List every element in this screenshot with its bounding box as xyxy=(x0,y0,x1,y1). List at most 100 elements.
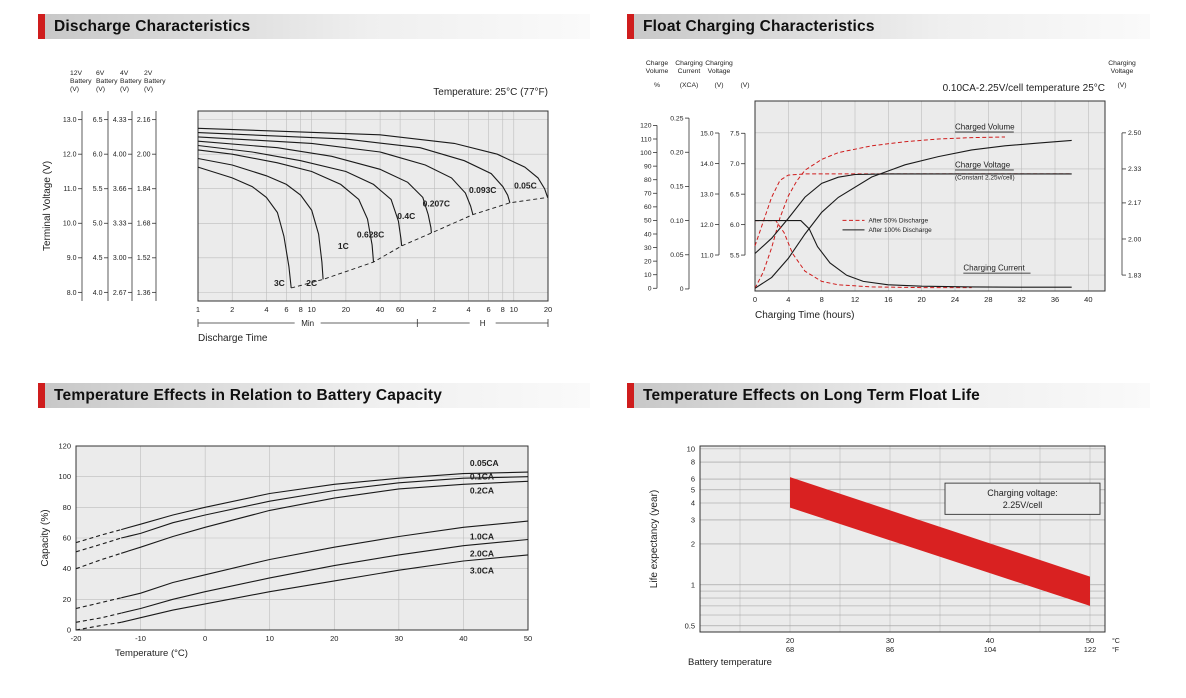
scale-tick-label: 11.0 xyxy=(701,252,714,259)
x-tick-label: 4 xyxy=(466,305,470,314)
scale-tick-label: 40 xyxy=(644,231,652,238)
y-tick-label: 5 xyxy=(691,485,695,494)
x-tick-label: 4 xyxy=(786,295,790,304)
x-tick-label: 8 xyxy=(820,295,824,304)
capacity-curve-dashed-0.1CA xyxy=(75,537,122,553)
rate-label-3.0CA: 3.0CA xyxy=(470,565,494,575)
voltage-scale-tick-label: 1.68 xyxy=(137,221,151,228)
x-axis-title: Discharge Time xyxy=(198,333,268,344)
capacity-curve-dashed-0.2CA xyxy=(75,552,122,570)
x-tick-label: 40 xyxy=(459,634,467,643)
condition-note: 0.10CA-2.25V/cell temperature 25°C xyxy=(943,83,1105,94)
annotation-text: 2.25V/cell xyxy=(1003,500,1043,510)
voltage-scale-header: Battery xyxy=(96,78,118,85)
temperature-capacity-plot: 0 20 40 60 80 100 120 -20 -10 0 10 20 30 40 50 Capacity… xyxy=(40,442,532,660)
scale-header: Charging xyxy=(1108,60,1136,67)
y-axis-title: Terminal Voltage (V) xyxy=(42,161,53,251)
section-header-temperature-capacity: Temperature Effects in Relation to Batte… xyxy=(38,383,590,408)
header-accent-bar xyxy=(38,14,45,39)
x-tick-label-celsius: 40 xyxy=(986,636,994,645)
x-tick-label: 40 xyxy=(1084,295,1092,304)
scale-tick-label: 6.0 xyxy=(730,222,740,229)
panel-float-life: Temperature Effects on Long Term Float L… xyxy=(627,383,1150,672)
scale-tick-label: 1.83 xyxy=(1128,272,1141,279)
rate-label-2.0CA: 2.0CA xyxy=(470,548,494,558)
scale-header: Current xyxy=(678,68,701,75)
voltage-scale-tick-label: 8.0 xyxy=(67,290,77,297)
voltage-scale-tick-label: 4.5 xyxy=(93,255,103,262)
voltage-scale-tick-label: 1.84 xyxy=(137,186,151,193)
voltage-scale-tick-label: 4.33 xyxy=(113,117,127,124)
y-tick-label: 100 xyxy=(58,472,71,481)
voltage-scale-tick-label: 13.0 xyxy=(63,117,77,124)
voltage-scale-header: Battery xyxy=(120,78,142,85)
discharge-curve-2C xyxy=(197,157,324,280)
time-unit-label: H xyxy=(480,319,486,328)
y-tick-label: 0 xyxy=(67,626,71,635)
scale-tick-label: 0.25 xyxy=(670,115,683,122)
discharge-curve-0.4C xyxy=(197,140,432,234)
section-header-discharge: Discharge Characteristics xyxy=(38,14,590,39)
charts-grid: Discharge Characteristics 1 2 4 6 8 10 20 40 60 2… xyxy=(38,14,1150,672)
scale-tick-label: 2.50 xyxy=(1128,130,1141,137)
scale-tick-label: 2.00 xyxy=(1128,236,1141,243)
plot-border xyxy=(197,110,549,302)
voltage-scale-tick-label: 1.36 xyxy=(137,290,151,297)
scale-tick-label: 0 xyxy=(680,286,684,293)
section-title-float-charging: Float Charging Characteristics xyxy=(643,17,875,35)
capacity-curve-0.05CA xyxy=(121,471,529,531)
capacity-curve-dashed-1.0CA xyxy=(75,597,122,610)
scale-tick-label: 90 xyxy=(644,163,652,170)
voltage-scale-tick-label: 11.0 xyxy=(63,186,76,193)
x-tick-label: 1 xyxy=(196,305,200,314)
x-tick-label: 20 xyxy=(342,305,350,314)
voltage-scale-tick-label: 12.0 xyxy=(63,152,77,159)
time-unit-label-bg xyxy=(294,318,321,328)
x-tick-label: -10 xyxy=(135,634,146,643)
y-tick-label: 80 xyxy=(63,503,71,512)
curve-charging-current-after-50 xyxy=(755,220,972,289)
voltage-scale-header: 4V xyxy=(120,70,129,77)
plot-border xyxy=(754,100,1106,292)
voltage-scale-tick-label: 4.0 xyxy=(93,290,103,297)
x-tick-label: 6 xyxy=(486,305,490,314)
curve-charged-volume-after-100 xyxy=(754,139,1072,289)
panel-discharge-characteristics: Discharge Characteristics 1 2 4 6 8 10 20 40 60 2… xyxy=(38,14,590,353)
curve-label: Charged Volume xyxy=(955,123,1015,132)
voltage-scale-tick-label: 10.0 xyxy=(63,221,77,228)
scale-tick-label: 30 xyxy=(644,245,652,252)
header-accent-bar xyxy=(627,14,634,39)
voltage-scale-header: 12V xyxy=(70,70,83,77)
section-title-discharge: Discharge Characteristics xyxy=(54,17,251,35)
x-tick-label: 20 xyxy=(917,295,925,304)
x-tick-label: 16 xyxy=(884,295,892,304)
scale-unit: (V) xyxy=(1117,82,1126,89)
x-tick-label: 28 xyxy=(984,295,992,304)
scale-tick-label: 70 xyxy=(644,191,652,198)
x-tick-label-fahrenheit: 122 xyxy=(1084,645,1097,654)
panel-temperature-capacity: Temperature Effects in Relation to Batte… xyxy=(38,383,590,672)
time-unit-label-bg xyxy=(469,318,496,328)
discharge-curve-0.05C xyxy=(197,127,549,198)
legend-label: After 100% Discharge xyxy=(869,227,933,234)
scale-unit: (XCA) xyxy=(680,82,699,89)
plot-border xyxy=(75,445,529,631)
x-tick-label: 6 xyxy=(284,305,288,314)
scale-tick-label: 0.05 xyxy=(670,252,683,259)
unit-label-fahrenheit: °F xyxy=(1112,646,1119,654)
y-tick-label: 60 xyxy=(63,534,71,543)
voltage-scale-tick-label: 9.0 xyxy=(67,255,77,262)
rate-label-0.05CA: 0.05CA xyxy=(470,458,499,468)
x-tick-label: 10 xyxy=(510,305,518,314)
voltage-scale-header: Battery xyxy=(70,78,92,85)
scale-tick-label: 5.5 xyxy=(730,252,740,259)
x-tick-label: 24 xyxy=(951,295,959,304)
x-tick-label-fahrenheit: 86 xyxy=(886,645,894,654)
y-tick-label: 2 xyxy=(691,539,695,548)
scale-tick-label: 7.5 xyxy=(730,131,740,138)
x-tick-label: 30 xyxy=(395,634,403,643)
scale-unit: (V) xyxy=(740,82,749,89)
capacity-curve-dashed-2.0CA xyxy=(75,612,122,623)
voltage-scale-tick-label: 3.66 xyxy=(113,186,127,193)
